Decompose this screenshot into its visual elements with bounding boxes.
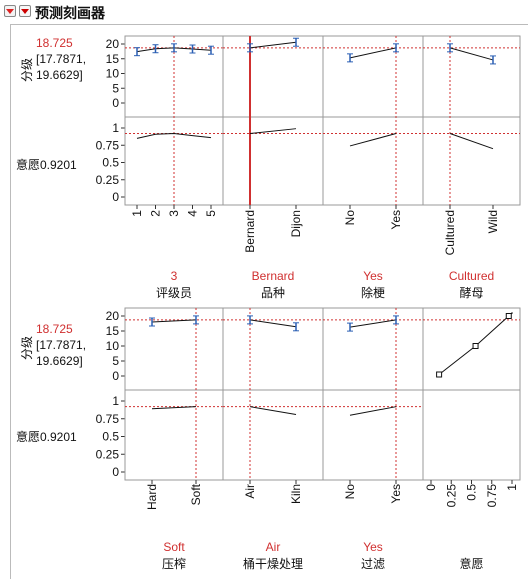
x-tick-label: 1	[505, 484, 519, 491]
desirability-trace	[349, 406, 397, 416]
x-tick-label: Wild	[486, 210, 500, 233]
response-ci-high: 19.6629]	[36, 354, 83, 368]
desirability-tick-label: 0.25	[96, 447, 120, 461]
factor-name: 桶干燥处理	[243, 556, 303, 571]
x-tick-label: Hard	[145, 484, 159, 510]
desirability-trace	[151, 406, 197, 410]
x-tick-label: Air	[243, 484, 257, 499]
factor-name: 压榨	[162, 556, 186, 571]
y-tick-label: 5	[112, 81, 119, 95]
desirability-tick-label: 0.75	[96, 138, 120, 152]
response-trace	[349, 319, 397, 328]
desirability-cell	[222, 389, 324, 481]
x-tick-label: Bernard	[243, 210, 257, 253]
y-tick-label: 10	[106, 67, 120, 81]
response-trace	[151, 319, 197, 323]
y-tick-label: 20	[106, 37, 120, 51]
desirability-cell	[124, 389, 224, 481]
y-tick-label: 5	[112, 354, 119, 368]
desirability-tick-label: 0	[112, 465, 119, 479]
response-trace	[349, 47, 397, 59]
x-tick-label: 0	[424, 484, 438, 491]
desirability-handle	[472, 343, 479, 349]
desirability-trace	[449, 133, 494, 150]
x-tick-label: 3	[167, 210, 181, 217]
x-tick-label: Cultured	[443, 210, 457, 255]
title-bar: 预测刻画器	[0, 0, 528, 22]
red-triangle-menu-icon[interactable]	[19, 5, 31, 17]
factor-name: 除梗	[361, 285, 385, 300]
desirability-tick-label: 1	[112, 121, 119, 135]
desirability-tick-label: 0.25	[96, 173, 120, 187]
desirability-tick-label: 0	[112, 190, 119, 204]
desirability-label: 意愿0.9201	[16, 430, 77, 444]
desirability-cell	[222, 116, 324, 206]
factor-name: 过滤	[361, 557, 385, 571]
x-tick-label: 5	[204, 210, 218, 217]
x-tick-label: Kiln	[289, 484, 303, 504]
y-tick-label: 0	[112, 96, 119, 110]
desirability-tick-label: 0.75	[96, 412, 120, 426]
disclosure-icon[interactable]	[4, 5, 16, 17]
y-tick-label: 15	[106, 52, 120, 66]
x-tick-label: Soft	[189, 483, 203, 505]
desirability-cell	[322, 116, 424, 206]
desirability-tick-label: 0.5	[102, 430, 119, 444]
response-trace	[249, 319, 297, 328]
desirability-cell	[422, 389, 521, 481]
factor-current-value: Yes	[363, 269, 383, 283]
factor-current-value: Cultured	[449, 269, 494, 283]
x-tick-label: No	[343, 210, 357, 226]
profiler-title: 预测刻画器	[35, 5, 105, 21]
y-tick-label: 10	[106, 339, 120, 353]
y-tick-label: 0	[112, 369, 119, 383]
x-tick-label: 1	[130, 210, 144, 217]
x-tick-label: 4	[186, 210, 200, 217]
x-tick-label: 0.25	[444, 484, 458, 508]
response-trace	[449, 47, 494, 61]
response-value: 18.725	[36, 36, 73, 50]
desirability-handle	[505, 313, 512, 319]
x-tick-label: Dijon	[289, 210, 303, 237]
desirability-cell	[422, 116, 521, 206]
response-ci-high: 19.6629]	[36, 68, 83, 82]
factor-current-value: Yes	[363, 540, 383, 554]
x-tick-label: No	[343, 484, 357, 500]
factor-current-value: Soft	[163, 540, 185, 554]
x-tick-label: 2	[149, 210, 163, 217]
response-value: 18.725	[36, 322, 73, 336]
desirability-handle	[436, 371, 443, 378]
desirability-trace	[136, 133, 212, 139]
response-ci-low: [17.7871,	[36, 52, 87, 66]
factor-current-value: Bernard	[252, 269, 295, 283]
x-tick-label: Yes	[389, 484, 403, 504]
desirability-cell	[322, 389, 424, 481]
factor-name: 品种	[261, 286, 285, 300]
x-tick-label: 0.75	[485, 484, 499, 508]
x-tick-label: Yes	[389, 210, 403, 230]
desirability-tick-label: 1	[112, 394, 119, 408]
desirability-label: 意愿0.9201	[16, 158, 77, 172]
y-tick-label: 20	[106, 309, 120, 323]
response-trace	[249, 41, 297, 49]
profiler-outline	[10, 24, 528, 579]
factor-name: 评级员	[156, 286, 192, 300]
desirability-tick-label: 0.5	[102, 156, 119, 170]
response-ci-low: [17.7871,	[36, 338, 87, 352]
desirability-trace	[249, 128, 297, 135]
factor-current-value: Air	[266, 540, 281, 554]
factor-current-value: 3	[171, 269, 178, 283]
x-tick-label: 0.5	[465, 484, 479, 501]
factor-name: 酵母	[459, 286, 483, 300]
desirability-trace	[349, 133, 397, 147]
factor-name: 意愿	[459, 556, 483, 571]
y-tick-label: 15	[106, 324, 120, 338]
desirability-trace	[249, 406, 297, 415]
